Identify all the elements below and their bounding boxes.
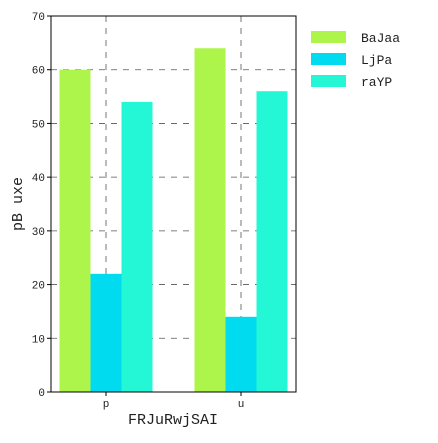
bar-BaJaa-p <box>59 69 91 392</box>
y-axis-title: pB uxe <box>10 177 27 231</box>
legend-label-raYP: raYP <box>361 75 392 90</box>
x-tick-label: u <box>238 399 245 411</box>
bars <box>59 48 288 392</box>
y-tick-label: 40 <box>32 173 45 185</box>
x-axis-title: FRJuRwjSAI <box>128 412 218 429</box>
y-tick-label: 20 <box>32 281 45 293</box>
y-tick-label: 60 <box>32 66 45 78</box>
bar-BaJaa-u <box>194 48 226 392</box>
bar-LjPa-p <box>90 273 122 392</box>
plot-frame <box>50 15 297 393</box>
x-tick-label: p <box>103 399 110 411</box>
legend-swatch-BaJaa <box>311 31 346 43</box>
y-tick-label: 70 <box>32 12 45 24</box>
legend: BaJaa LjPa raYP <box>311 31 400 90</box>
y-tick-label: 10 <box>32 334 45 346</box>
y-tick-label: 0 <box>38 388 45 400</box>
legend-label-LjPa: LjPa <box>361 53 392 68</box>
legend-label-BaJaa: BaJaa <box>361 31 400 46</box>
bar-raYP-p <box>121 101 153 392</box>
legend-swatch-LjPa <box>311 53 346 65</box>
legend-swatch-raYP <box>311 75 346 87</box>
y-tick-label: 50 <box>32 119 45 131</box>
bar-LjPa-u <box>225 316 257 392</box>
bar-raYP-u <box>256 91 288 392</box>
y-tick-label: 30 <box>32 227 45 239</box>
y-axis: 0 10 20 30 40 50 60 70 <box>32 12 51 400</box>
